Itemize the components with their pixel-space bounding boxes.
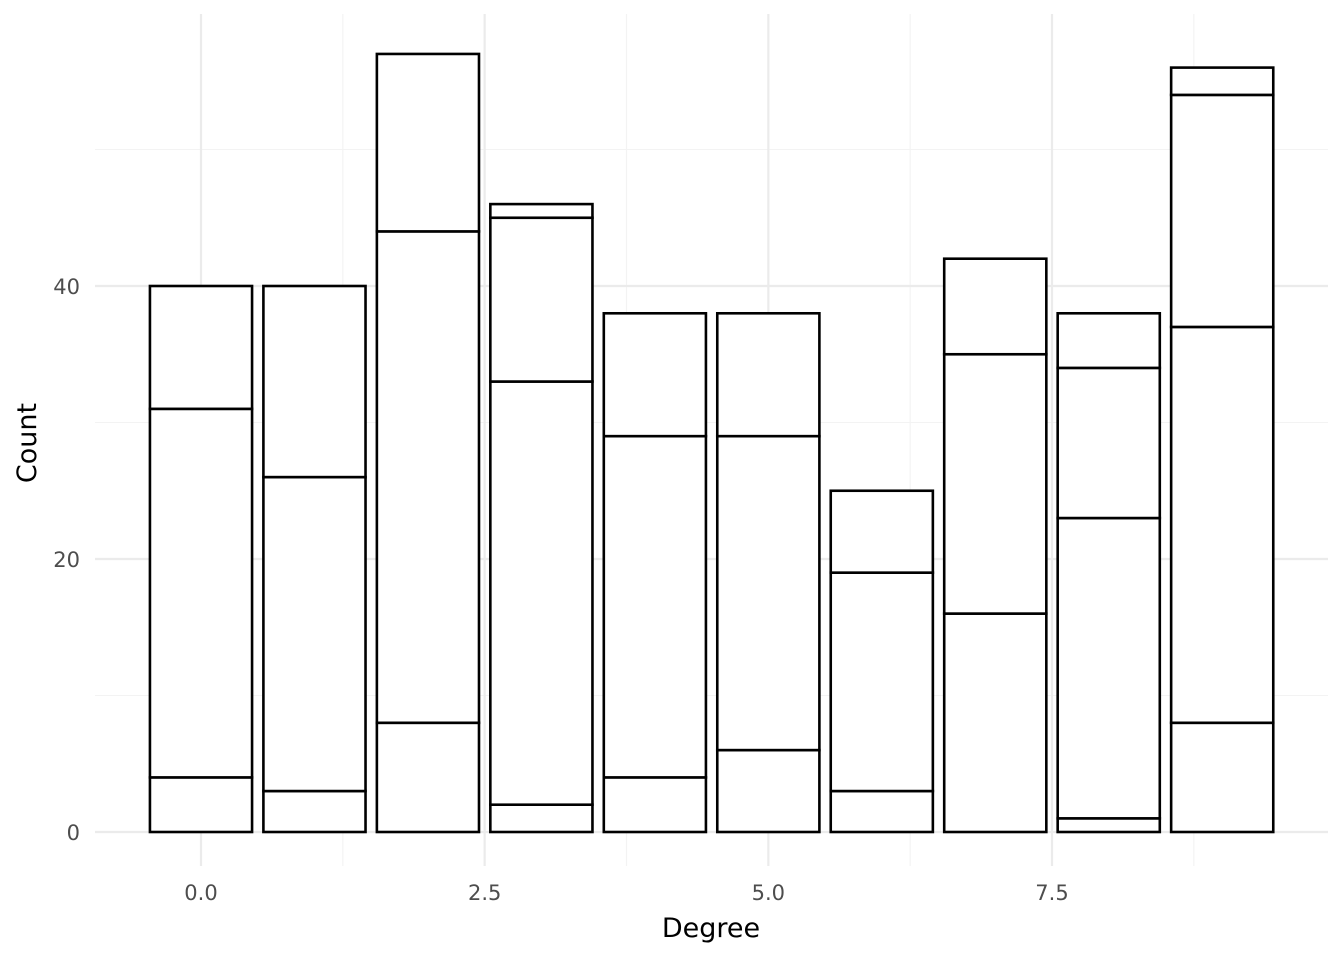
bar-segment-degree-2-part-3 [375,52,481,233]
bar-segment-degree-8-part-4 [1056,311,1162,370]
bar-segment-degree-8-part-2 [1056,516,1162,820]
tick-labels-layer: 0.0 2.5 5.0 7.5 0 20 40 [53,275,1068,905]
bar-segment-degree-2-part-1 [375,721,481,834]
bar-segment-degree-3-part-1 [489,803,594,834]
bar-segment-degree-0-part-3 [148,284,254,411]
bar-segment-degree-2-part-2 [375,230,481,725]
x-tick-label: 2.5 [468,881,501,905]
bars-layer [148,52,1275,834]
bar-segment-degree-9-part-2 [1169,325,1275,725]
x-tick-label: 0.0 [184,881,217,905]
bar-segment-degree-3-part-2 [489,380,594,806]
bar-segment-degree-9-part-4 [1169,66,1275,97]
bar-segment-degree-4-part-1 [602,776,708,834]
bar-segment-degree-7-part-1 [942,612,1048,834]
bar-segment-degree-5-part-3 [715,311,821,438]
bar-segment-degree-5-part-1 [715,748,821,834]
bar-segment-degree-5-part-2 [715,434,821,752]
bar-segment-degree-1-part-2 [262,475,367,793]
bar-segment-degree-9-part-3 [1169,93,1275,329]
bar-segment-degree-3-part-3 [489,216,594,383]
x-tick-label: 7.5 [1035,881,1068,905]
bar-segment-degree-9-part-1 [1169,721,1275,834]
y-tick-label: 0 [67,821,80,845]
bar-segment-degree-3-part-4 [489,202,594,220]
bar-segment-degree-1-part-1 [262,789,367,834]
bar-segment-degree-8-part-3 [1056,366,1162,520]
y-tick-label: 20 [53,548,80,572]
bar-segment-degree-7-part-3 [942,257,1048,356]
bar-segment-degree-8-part-1 [1056,817,1162,834]
bar-segment-degree-7-part-2 [942,352,1048,615]
bar-segment-degree-6-part-1 [829,789,935,834]
bar-segment-degree-4-part-3 [602,311,708,438]
bar-segment-degree-0-part-1 [148,776,254,834]
bar-segment-degree-6-part-3 [829,489,935,574]
bar-segment-degree-0-part-2 [148,407,254,779]
bar-segment-degree-1-part-3 [262,284,367,479]
y-axis-title: Count [12,403,43,483]
y-tick-label: 40 [53,275,80,299]
bar-segment-degree-4-part-2 [602,434,708,779]
x-tick-label: 5.0 [752,881,785,905]
bar-segment-degree-6-part-2 [829,571,935,793]
x-axis-title: Degree [662,913,760,944]
